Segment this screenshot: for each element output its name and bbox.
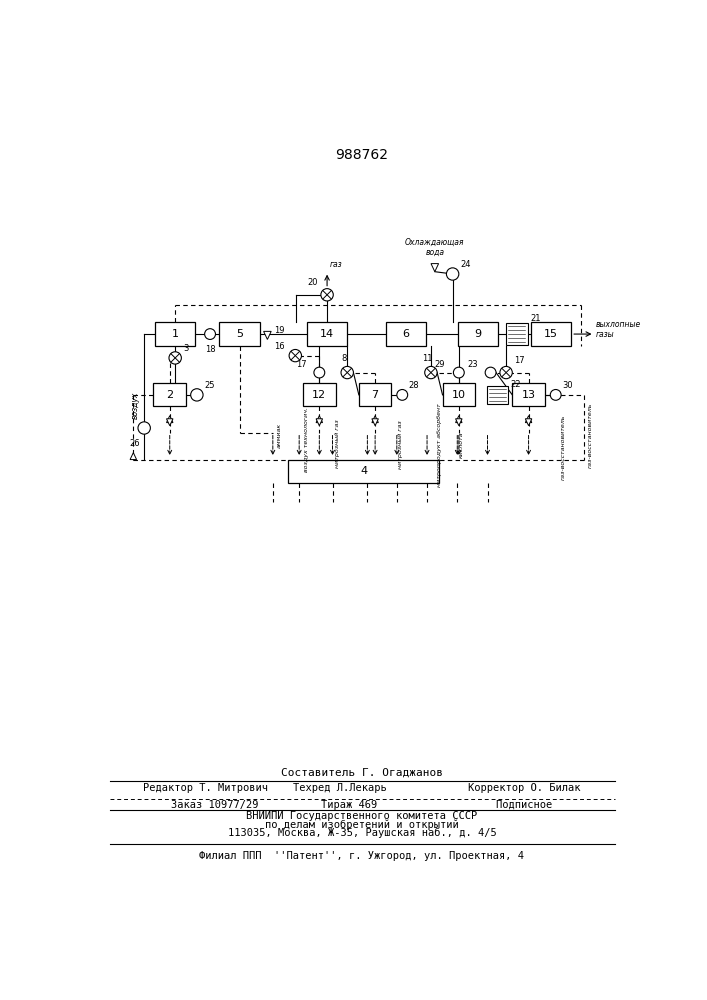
Bar [359, 383, 392, 406]
Text: 29: 29 [434, 360, 445, 369]
Text: нитропродукт абсорбент: нитропродукт абсорбент [437, 403, 442, 487]
Text: воздух технологич.: воздух технологич. [304, 407, 309, 472]
Text: нитрозный газ: нитрозный газ [398, 421, 404, 469]
Text: 24: 24 [460, 260, 471, 269]
Text: 20: 20 [308, 278, 317, 287]
Text: 23: 23 [467, 360, 478, 369]
Polygon shape [166, 419, 173, 426]
Polygon shape [316, 419, 322, 426]
Polygon shape [372, 419, 378, 426]
Polygon shape [264, 331, 271, 339]
Text: 13: 13 [522, 390, 536, 400]
Circle shape [485, 367, 496, 378]
Polygon shape [372, 416, 378, 423]
Polygon shape [166, 416, 173, 423]
Bar [486, 386, 508, 404]
Text: 25: 25 [204, 381, 215, 390]
Text: 19: 19 [274, 326, 284, 335]
Polygon shape [455, 419, 462, 426]
Circle shape [550, 389, 561, 400]
Bar [303, 383, 336, 406]
Text: выхлопные
газы: выхлопные газы [596, 320, 641, 339]
Text: 4: 4 [360, 466, 367, 476]
Polygon shape [525, 419, 532, 426]
Text: кислота: кислота [459, 432, 464, 458]
Bar [386, 322, 426, 346]
Text: 17: 17 [296, 360, 307, 369]
Circle shape [321, 289, 333, 301]
Bar [219, 322, 259, 346]
Circle shape [425, 366, 437, 379]
Bar [155, 322, 195, 346]
Polygon shape [525, 416, 532, 423]
Text: 14: 14 [320, 329, 334, 339]
Circle shape [453, 367, 464, 378]
Text: 15: 15 [544, 329, 558, 339]
Text: 17: 17 [514, 356, 525, 365]
Text: 26: 26 [129, 439, 140, 448]
Text: 113035, Москва, Ж-35, Раушская наб., д. 4/5: 113035, Москва, Ж-35, Раушская наб., д. … [228, 828, 496, 838]
Text: 1: 1 [172, 329, 179, 339]
Text: нитрозный газ: нитрозный газ [335, 419, 340, 468]
Text: 21: 21 [530, 314, 541, 323]
Text: 10: 10 [452, 390, 466, 400]
Circle shape [446, 268, 459, 280]
Text: 12: 12 [312, 390, 327, 400]
Text: Охлаждающая
вода: Охлаждающая вода [405, 238, 464, 257]
Text: 7: 7 [372, 390, 379, 400]
Text: Составитель Г. Огаджанов: Составитель Г. Огаджанов [281, 768, 443, 778]
Bar [531, 322, 571, 346]
Text: газ-восстановитель: газ-восстановитель [588, 403, 593, 468]
Polygon shape [455, 416, 462, 423]
Circle shape [397, 389, 408, 400]
Polygon shape [431, 264, 438, 272]
Circle shape [500, 366, 513, 379]
Text: 22: 22 [510, 380, 520, 389]
Circle shape [138, 422, 151, 434]
Text: 28: 28 [409, 381, 419, 390]
Text: 988762: 988762 [335, 148, 388, 162]
Text: 16: 16 [274, 342, 284, 351]
Text: ВНИИПИ Государственного комитета СССР: ВНИИПИ Государственного комитета СССР [246, 811, 477, 821]
Text: 11: 11 [423, 354, 433, 363]
Bar [513, 383, 545, 406]
Bar [307, 322, 347, 346]
Text: 8: 8 [341, 354, 347, 363]
Text: воздух: воздух [130, 391, 139, 419]
Bar [458, 322, 498, 346]
Text: 9: 9 [474, 329, 481, 339]
Text: 30: 30 [562, 381, 573, 390]
Bar [153, 383, 186, 406]
Bar [506, 323, 528, 345]
Text: 3: 3 [183, 344, 188, 353]
Circle shape [169, 352, 182, 364]
Polygon shape [316, 416, 322, 423]
Circle shape [289, 349, 301, 362]
Bar [288, 460, 439, 483]
Bar [443, 383, 475, 406]
Text: 6: 6 [402, 329, 409, 339]
Text: газ: газ [330, 260, 343, 269]
Circle shape [191, 389, 203, 401]
Circle shape [204, 329, 216, 339]
Circle shape [314, 367, 325, 378]
Text: 5: 5 [236, 329, 243, 339]
Polygon shape [130, 453, 136, 460]
Text: 18: 18 [205, 345, 216, 354]
Text: аммиак: аммиак [276, 423, 281, 448]
Text: Филиал ППП  ''Патент'', г. Ужгород, ул. Проектная, 4: Филиал ППП ''Патент'', г. Ужгород, ул. П… [199, 851, 525, 861]
Circle shape [341, 366, 354, 379]
Text: Редактор Т. Митрович    Техред Л.Лекарь             Корректор О. Билак: Редактор Т. Митрович Техред Л.Лекарь Кор… [144, 783, 580, 793]
Text: по делам изобретений и открытий: по делам изобретений и открытий [265, 819, 459, 830]
Text: газ-восстановитель: газ-восстановитель [561, 415, 566, 480]
Text: 2: 2 [166, 390, 173, 400]
Text: Заказ 10977/29          Тираж 469                   Подписное: Заказ 10977/29 Тираж 469 Подписное [171, 800, 553, 810]
